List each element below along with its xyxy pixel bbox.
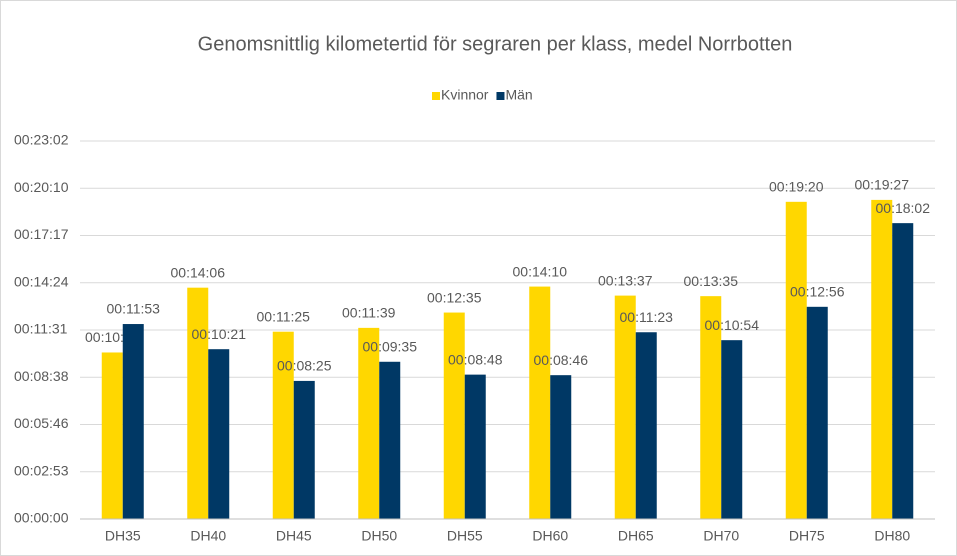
data-label: 00:10:54 <box>705 317 760 333</box>
x-tick-label: DH75 <box>789 528 825 544</box>
x-tick-label: DH35 <box>105 528 141 544</box>
data-label: 00:09:35 <box>363 338 418 354</box>
data-label: 00:19:20 <box>769 179 824 195</box>
bar <box>550 375 572 519</box>
data-label: 00:11:53 <box>107 301 161 317</box>
data-label: 00:13:35 <box>684 273 739 289</box>
legend-label: Kvinnor <box>441 87 489 103</box>
bar <box>721 340 743 519</box>
y-tick-label: 00:23:02 <box>14 132 69 148</box>
data-label: 00:14:06 <box>171 264 226 280</box>
y-tick-label: 00:14:24 <box>14 273 69 289</box>
data-label: 00:18:02 <box>876 200 931 216</box>
data-label: 00:08:48 <box>448 351 503 367</box>
bar <box>464 374 486 519</box>
data-label: 00:10:21 <box>192 326 247 342</box>
x-tick-label: DH80 <box>874 528 910 544</box>
bar <box>614 295 636 519</box>
data-label: 00:11:39 <box>342 305 396 321</box>
data-label: 00:19:27 <box>855 177 910 193</box>
bar <box>443 312 465 519</box>
y-tick-label: 00:02:53 <box>14 462 69 478</box>
bar <box>187 287 209 519</box>
x-tick-label: DH45 <box>276 528 312 544</box>
bar <box>358 327 380 519</box>
bar <box>806 306 828 519</box>
bar <box>785 201 807 519</box>
bar <box>208 349 230 519</box>
data-label: 00:12:35 <box>427 289 482 305</box>
bar <box>871 199 893 519</box>
legend-swatch <box>432 92 440 100</box>
x-tick-label: DH70 <box>703 528 739 544</box>
data-label: 00:14:10 <box>513 263 568 279</box>
y-tick-label: 00:17:17 <box>14 226 69 242</box>
bar <box>101 352 123 519</box>
legend-swatch <box>496 92 505 100</box>
data-label: 00:12:56 <box>790 284 845 300</box>
y-tick-label: 00:05:46 <box>14 415 69 431</box>
chart-title: Genomsnittlig kilometertid för segraren … <box>198 33 793 55</box>
data-label: 00:08:46 <box>534 352 589 368</box>
bar <box>700 296 722 519</box>
x-tick-label: DH55 <box>447 528 483 544</box>
bar <box>892 223 914 519</box>
bar <box>272 331 294 519</box>
y-tick-label: 00:08:38 <box>14 368 69 384</box>
bar <box>293 380 315 519</box>
y-tick-label: 00:11:31 <box>14 321 68 337</box>
bar <box>529 286 551 519</box>
data-label: 00:13:37 <box>598 272 653 288</box>
data-label: 00:08:25 <box>277 358 332 374</box>
x-tick-label: DH50 <box>361 528 397 544</box>
legend-label: Män <box>505 87 532 103</box>
x-tick-label: DH60 <box>532 528 568 544</box>
data-label: 00:11:23 <box>620 309 674 325</box>
bar <box>635 332 657 519</box>
y-tick-label: 00:00:00 <box>14 510 69 526</box>
bar <box>379 361 401 519</box>
x-tick-label: DH40 <box>190 528 226 544</box>
data-label: 00:11:25 <box>257 308 311 324</box>
x-tick-label: DH65 <box>618 528 654 544</box>
bar <box>122 324 144 519</box>
y-tick-label: 00:20:10 <box>14 179 69 195</box>
